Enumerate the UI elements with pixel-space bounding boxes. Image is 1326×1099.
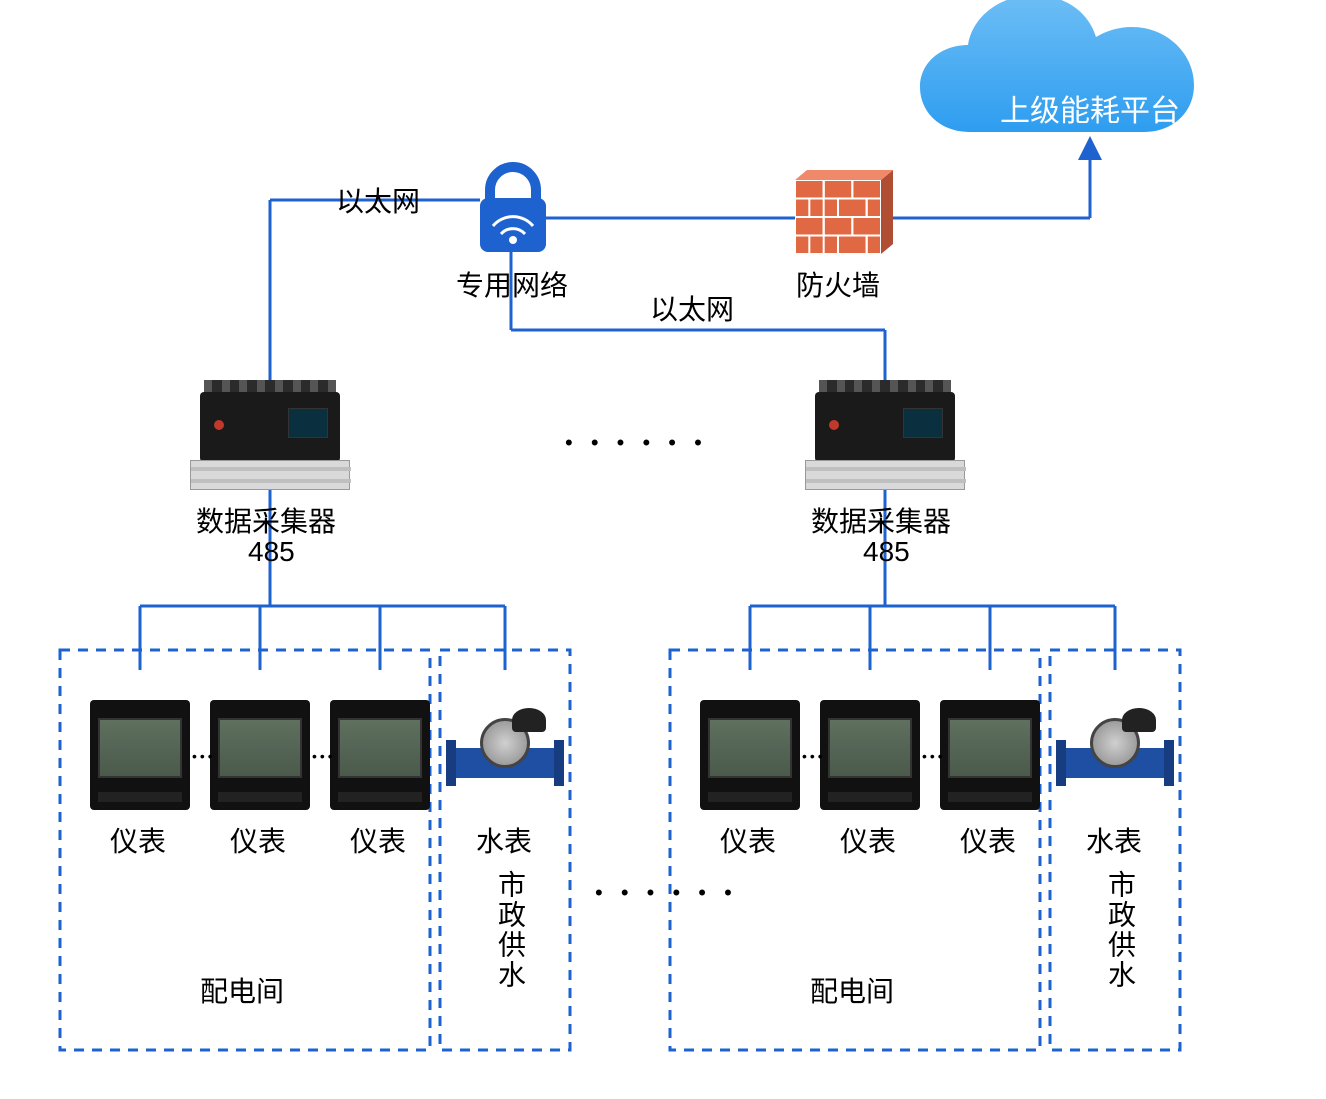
distribution-room-label-left: 配电间 (200, 970, 284, 1010)
ethernet-label-mid: 以太网 (650, 288, 734, 328)
meter-label-l2: 仪表 (230, 820, 286, 860)
meter-device-icon (210, 700, 310, 810)
ellipsis-icon: • • • • • • (565, 430, 708, 456)
bus-label-left: 485 (248, 536, 295, 568)
meter-label-r2: 仪表 (840, 820, 896, 860)
meter-label-r3: 仪表 (960, 820, 1016, 860)
water-label-r: 水表 (1086, 820, 1142, 860)
meter-device-icon (330, 700, 430, 810)
ellipsis-icon: • • • • • • (595, 880, 738, 906)
bus-label-right: 485 (863, 536, 910, 568)
meter-label-l1: 仪表 (110, 820, 166, 860)
water-label-l: 水表 (476, 820, 532, 860)
meter-device-icon (700, 700, 800, 810)
meter-device-icon (90, 700, 190, 810)
data-collector-right-icon (805, 380, 965, 490)
collector-label-left: 数据采集器 (196, 500, 336, 540)
municipal-water-label-left: 市政供水 (490, 870, 530, 990)
ellipsis-icon: ••• (192, 748, 216, 764)
municipal-water-label-right: 市政供水 (1100, 870, 1140, 990)
collector-label-right: 数据采集器 (811, 500, 951, 540)
cloud-label: 上级能耗平台 (1000, 86, 1180, 130)
ellipsis-icon: ••• (312, 748, 336, 764)
ethernet-label-top: 以太网 (336, 180, 420, 220)
meter-label-l3: 仪表 (350, 820, 406, 860)
private-network-label: 专用网络 (456, 264, 568, 304)
ellipsis-icon: ••• (922, 748, 946, 764)
meter-device-icon (940, 700, 1040, 810)
water-meter-icon (1060, 712, 1170, 802)
ellipsis-icon: ••• (802, 748, 826, 764)
water-meter-icon (450, 712, 560, 802)
distribution-room-label-right: 配电间 (810, 970, 894, 1010)
meter-device-icon (820, 700, 920, 810)
meter-label-r1: 仪表 (720, 820, 776, 860)
firewall-label: 防火墙 (796, 264, 880, 304)
data-collector-left-icon (190, 380, 350, 490)
